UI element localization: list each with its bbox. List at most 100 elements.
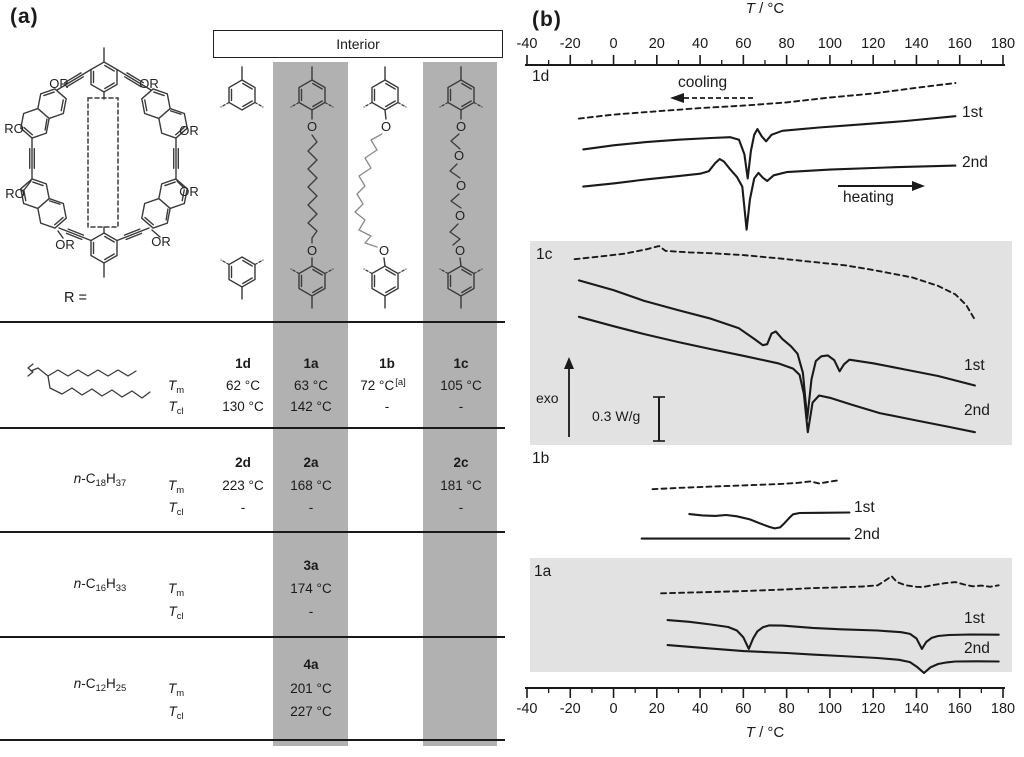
- tcl-label: Tcl: [168, 500, 184, 518]
- dsc-panel-label-1b: 1b: [532, 450, 550, 467]
- top-axis-tick-label: 0: [609, 36, 618, 52]
- trace-label-1b-2nd: 2nd: [854, 526, 880, 543]
- triple-bond: [116, 227, 150, 242]
- trace-label-1d-1st: 1st: [962, 104, 983, 121]
- panel-a-table: (a) Interior R =: [0, 5, 505, 746]
- triple-bond: [126, 72, 145, 84]
- tm-value: 181 °C: [440, 478, 482, 493]
- trace-label-1c-1st: 1st: [964, 357, 985, 374]
- top-axis-tick-label: 160: [947, 36, 972, 52]
- top-axis-tick-label: 80: [778, 36, 795, 52]
- tcl-value: -: [458, 399, 464, 414]
- top-axis-title: T / °C: [745, 0, 785, 17]
- triple-bond: [56, 68, 92, 91]
- compound-id: 1a: [303, 356, 319, 371]
- tm-label: Tm: [167, 681, 185, 699]
- tm-value: 72 °C[a]: [360, 377, 406, 393]
- bottom-axis-tick-label: 100: [817, 701, 842, 717]
- cooling-annotation: cooling: [678, 74, 728, 91]
- tcl-value: -: [458, 500, 464, 515]
- triple-bond: [65, 232, 83, 241]
- tm-value: 62 °C: [226, 378, 260, 393]
- bottom-axis-tick-label: -40: [516, 701, 538, 717]
- bottom-axis-tick-label: 180: [990, 701, 1016, 717]
- tcl-label: Tcl: [168, 704, 184, 722]
- trace-label-1a-1st: 1st: [964, 610, 985, 627]
- bottom-axis-tick-label: 120: [861, 701, 886, 717]
- bottom-axis-tick-label: 60: [735, 701, 752, 717]
- panel-a-label: (a): [10, 5, 39, 28]
- triple-bond: [125, 232, 143, 241]
- dsc-panel-label-1c: 1c: [536, 246, 553, 263]
- triple-bond: [116, 68, 152, 91]
- top-axis-tick-label: 60: [735, 36, 752, 52]
- trace-label-1c-2nd: 2nd: [964, 402, 990, 419]
- compound-id: 2a: [303, 455, 319, 470]
- footnote-marker: [a]: [395, 377, 406, 389]
- trace-label-1a-2nd: 2nd: [964, 640, 990, 657]
- interior-dashed-box: [87, 97, 119, 228]
- bottom-axis-tick-label: -20: [559, 701, 581, 717]
- dsc-panel-label-1a: 1a: [534, 563, 552, 580]
- dsc-panel-label-1d: 1d: [532, 68, 550, 85]
- interior-header: Interior: [213, 30, 503, 58]
- top-axis-tick-label: 120: [861, 36, 886, 52]
- tcl-value: 227 °C: [290, 704, 332, 719]
- substituent-formula: n-C12H25: [73, 676, 127, 694]
- dsc-curve-1b-cooling: [651, 479, 840, 491]
- compound-id: 2d: [235, 455, 251, 470]
- oxygen-atom: O: [379, 243, 389, 258]
- top-axis-tick-label: -40: [516, 36, 538, 52]
- tm-value: 223 °C: [222, 478, 264, 493]
- trace-label-1d-2nd: 2nd: [962, 154, 988, 171]
- ro-label: RO: [5, 186, 25, 201]
- tm-label: Tm: [167, 478, 185, 496]
- or-label: OR: [49, 76, 69, 91]
- tm-value: 174 °C: [290, 581, 332, 596]
- top-axis-tick-label: 100: [817, 36, 842, 52]
- top-axis-tick-label: 180: [990, 36, 1016, 52]
- branched-alkyl-structure: [27, 363, 151, 399]
- r-equals-label: R =: [64, 290, 87, 306]
- dsc-curve-1d-cooling: [577, 82, 957, 120]
- top-axis-tick-label: 140: [904, 36, 929, 52]
- bottom-axis-tick-label: 80: [778, 701, 795, 717]
- trace-label-1b-1st: 1st: [854, 499, 875, 516]
- tcl-label: Tcl: [168, 399, 184, 417]
- panel-b-dsc-plot: (b) T / °C T / °C cooling heating exo 0.…: [512, 0, 1024, 757]
- ro-label: RO: [4, 121, 24, 136]
- macrocycle-structure: OR OR RO OR RO OR OR OR: [4, 47, 199, 278]
- tcl-value: -: [240, 500, 246, 515]
- compound-id: 1c: [453, 356, 469, 371]
- compound-id: 2c: [453, 455, 469, 470]
- table-rule: [0, 427, 505, 429]
- tcl-value: -: [384, 399, 390, 414]
- bottom-axis-title: T / °C: [745, 724, 785, 741]
- heating-annotation: heating: [843, 189, 894, 206]
- table-rule: [0, 321, 505, 323]
- compound-id: 4a: [303, 657, 319, 672]
- dsc-curve-1d-2nd: [582, 158, 957, 231]
- or-label: OR: [139, 76, 159, 91]
- bottom-axis-tick-label: 40: [692, 701, 709, 717]
- compound-id: 1b: [379, 356, 395, 371]
- triple-bond: [66, 76, 85, 88]
- compound-id: 1d: [235, 356, 251, 371]
- top-axis-tick-label: -20: [559, 36, 581, 52]
- exo-annotation: exo: [536, 390, 559, 406]
- compound-id: 3a: [303, 558, 319, 573]
- tcl-value: -: [308, 500, 314, 515]
- panel-b-label: (b): [532, 8, 562, 31]
- dsc-curve-1b-1st: [688, 511, 851, 530]
- tm-value: 168 °C: [290, 478, 332, 493]
- substituent-formula: n-C18H37: [73, 471, 127, 489]
- bottom-axis-tick-label: 0: [609, 701, 618, 717]
- tcl-value: 130 °C: [222, 399, 264, 414]
- substituent-1d-structure: [220, 66, 264, 300]
- tcl-label: Tcl: [168, 604, 184, 622]
- tcl-value: -: [308, 604, 314, 619]
- tm-label: Tm: [167, 581, 185, 599]
- gray-band-1a: [530, 558, 1012, 672]
- interior-header-label: Interior: [336, 36, 380, 52]
